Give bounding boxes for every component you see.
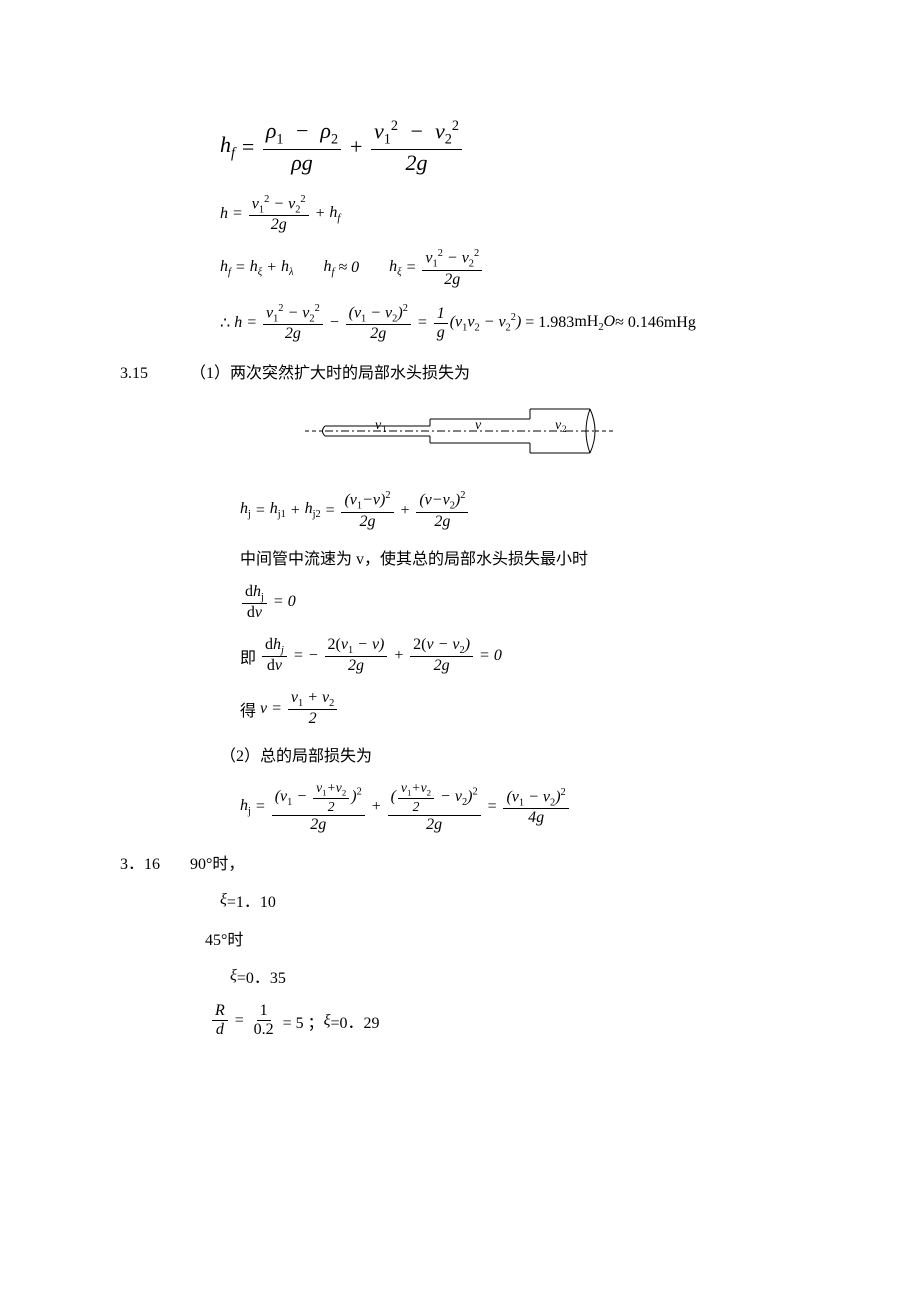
svg-text:2: 2 <box>562 424 567 434</box>
text-45: 45°时 <box>205 926 800 950</box>
equation-Rd: R d = 1 0.2 = 5 ； ξ=0．29 <box>210 1002 800 1039</box>
problem-text: 90°时， <box>190 850 244 874</box>
problem-3-16: 3．16 90°时， <box>120 850 800 874</box>
equation-hf-main: hf = ρ1 − ρ2 ρg + v12 − v22 <box>220 118 800 176</box>
equation-v-result: 得 v = v1 + v2 2 <box>240 689 800 728</box>
problem-3-15: 3.15 （1）两次突然扩大时的局部水头损失为 <box>120 359 800 383</box>
text-mid-velocity: 中间管中流速为 v，使其总的局部水头损失最小时 <box>240 545 800 569</box>
problem-number: 3．16 <box>120 850 190 874</box>
svg-text:1: 1 <box>382 424 387 434</box>
equation-hf-parts: hf = hξ + hλ hf ≈ 0 hξ = v12 − v22 2g <box>220 248 800 289</box>
equation-hj: hj = hj1 + hj2 = (v1−v)2 2g + (v−v2)2 2g <box>240 490 800 531</box>
equation-derivative-expand: 即 dhj dv = − 2(v1 − v) 2g + 2(v − v2) 2g… <box>240 636 800 675</box>
pipe-diagram: v 1 v v 2 <box>120 401 800 466</box>
equation-therefore: ∴ h = v12 − v22 2g − (v1 − v2)2 2g = <box>220 303 800 344</box>
svg-text:v: v <box>555 418 562 433</box>
xi-90: ξ=1．10 <box>220 888 800 912</box>
svg-text:v: v <box>475 418 482 433</box>
equation-h: h = v12 − v22 2g + hf <box>220 194 800 235</box>
equation-derivative-zero: dhj dv = 0 <box>240 583 800 622</box>
problem-text: （1）两次突然扩大时的局部水头损失为 <box>190 359 470 383</box>
equation-hj-total: hj = (v1 − v1+v2 2 )2 2g + ( v1+v2 2 <box>240 780 800 834</box>
svg-text:v: v <box>375 418 382 433</box>
problem-number: 3.15 <box>120 365 190 383</box>
xi-45: ξ=0．35 <box>230 964 800 988</box>
text-part2: （2）总的局部损失为 <box>220 742 800 766</box>
